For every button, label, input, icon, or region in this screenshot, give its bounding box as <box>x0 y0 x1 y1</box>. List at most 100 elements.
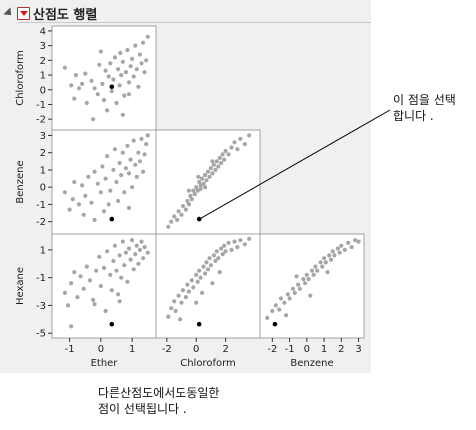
data-point <box>203 185 208 190</box>
data-point <box>208 263 213 268</box>
data-point <box>81 212 86 217</box>
report-title-bar: 산점도 행렬 <box>0 4 371 23</box>
x-tick-label: 0 <box>304 344 310 355</box>
data-point <box>106 202 111 207</box>
data-point <box>103 68 108 73</box>
data-point <box>210 159 215 164</box>
data-point <box>219 246 224 251</box>
data-point <box>304 272 309 277</box>
data-point <box>226 152 231 157</box>
data-point <box>62 290 67 295</box>
data-point <box>80 183 85 188</box>
data-point <box>217 155 222 160</box>
y-axis-title: Benzene <box>15 160 26 203</box>
data-point <box>100 164 105 169</box>
data-point <box>83 71 88 76</box>
data-point <box>204 260 209 265</box>
data-point <box>92 217 97 222</box>
data-point <box>92 302 97 307</box>
scatter-panel-frame <box>155 233 261 339</box>
annotation-leader-line <box>200 109 391 219</box>
data-point <box>323 260 328 265</box>
y-tick-label: -2 <box>36 217 46 228</box>
data-point <box>122 190 127 195</box>
caption-line-2: 점이 선택됩니다 . <box>98 402 187 416</box>
y-tick-label: -3 <box>36 301 46 312</box>
data-point <box>200 176 205 181</box>
scatter-panel-frame <box>51 129 157 235</box>
data-point <box>112 55 117 60</box>
data-point <box>116 292 121 297</box>
y-tick-label: 3 <box>40 131 46 142</box>
data-point <box>313 264 318 269</box>
data-point <box>284 313 289 318</box>
data-point <box>116 67 121 72</box>
data-point <box>123 166 128 171</box>
data-point <box>278 296 284 301</box>
data-point <box>175 217 180 222</box>
data-point <box>117 160 122 166</box>
data-point <box>211 162 216 167</box>
data-point <box>118 50 123 56</box>
data-point <box>222 157 227 162</box>
data-point <box>232 239 237 244</box>
data-point <box>287 296 292 301</box>
data-point <box>123 70 128 75</box>
data-point <box>101 98 107 103</box>
data-point <box>105 249 110 254</box>
data-point <box>105 154 110 159</box>
data-point <box>137 52 142 57</box>
data-point <box>205 267 211 272</box>
data-point <box>108 272 113 277</box>
data-point <box>137 159 142 164</box>
data-point <box>342 247 347 252</box>
selected-data-point <box>109 321 115 327</box>
data-point <box>111 77 116 82</box>
x-tick-label: 1 <box>321 344 327 355</box>
data-point <box>197 179 202 185</box>
data-point <box>166 224 171 229</box>
data-point <box>217 270 222 275</box>
data-point <box>208 166 213 171</box>
data-point <box>210 171 215 176</box>
data-point <box>95 181 100 186</box>
data-point <box>119 275 124 280</box>
data-point <box>196 174 201 179</box>
data-point <box>81 286 86 291</box>
data-point <box>172 214 177 219</box>
selected-data-point <box>272 321 278 327</box>
y-tick-label: 2 <box>40 148 46 159</box>
data-point <box>98 49 103 54</box>
data-point <box>356 239 361 244</box>
data-point <box>185 282 190 287</box>
data-point <box>141 169 146 174</box>
annotation-line-1: 이 점을 선택 <box>393 93 456 107</box>
data-point <box>166 314 171 319</box>
data-point <box>103 308 108 314</box>
data-point <box>108 188 113 193</box>
y-tick-label: -1 <box>36 200 46 211</box>
data-point <box>117 83 122 88</box>
data-point <box>128 64 133 69</box>
data-point <box>179 212 184 217</box>
data-point <box>141 40 146 45</box>
data-point <box>126 246 132 251</box>
red-triangle-menu-icon[interactable] <box>17 6 30 20</box>
selected-data-point <box>109 84 115 90</box>
data-point <box>242 242 247 247</box>
data-point <box>213 258 218 264</box>
y-tick-label: 1 <box>40 245 46 256</box>
data-point <box>197 268 202 273</box>
data-point <box>322 256 327 261</box>
data-point <box>133 43 138 48</box>
data-point <box>139 61 144 66</box>
data-point <box>176 209 181 214</box>
data-point <box>238 136 243 141</box>
data-point <box>349 245 354 250</box>
y-tick-label: 0 <box>40 85 46 96</box>
y-tick-label: 1 <box>40 165 46 176</box>
data-point <box>94 268 99 273</box>
data-point <box>122 93 127 98</box>
data-point <box>232 140 237 145</box>
